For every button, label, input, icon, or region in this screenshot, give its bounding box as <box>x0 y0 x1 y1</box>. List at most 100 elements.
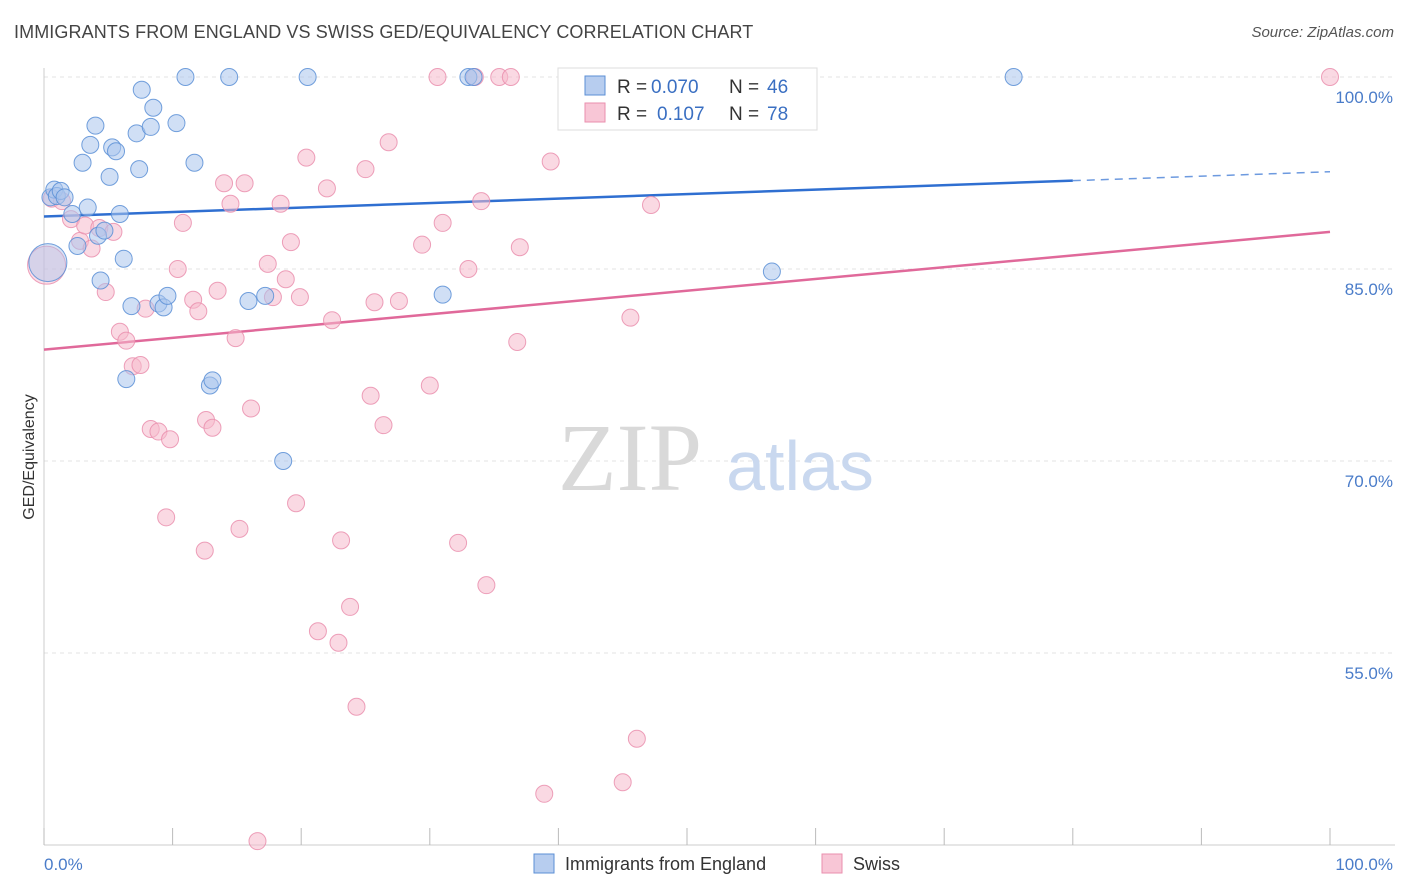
point-swiss <box>501 68 520 86</box>
point-england <box>220 68 239 86</box>
point-swiss <box>379 133 398 152</box>
point-swiss <box>433 213 452 232</box>
point-england <box>73 153 92 172</box>
source-label: Source: ZipAtlas.com <box>1251 24 1394 41</box>
point-england <box>63 204 82 223</box>
point-swiss <box>287 494 306 513</box>
legend-swatch-blue <box>584 75 606 96</box>
point-england <box>117 370 136 389</box>
point-england <box>91 271 110 290</box>
point-swiss <box>1321 68 1339 86</box>
point-england <box>144 98 163 117</box>
trend-line-england-extension <box>1072 170 1331 182</box>
point-swiss <box>203 418 222 437</box>
point-england <box>176 68 195 86</box>
point-swiss <box>215 174 234 193</box>
point-swiss <box>195 541 214 560</box>
point-swiss <box>290 288 309 307</box>
point-swiss <box>226 329 245 348</box>
point-swiss <box>242 399 261 418</box>
y-tick-label: 100.0% <box>1335 88 1393 107</box>
correlation-legend: R = 0.070 N = 46 R = 0.107 N = 78 <box>557 67 818 131</box>
watermark-atlas: atlas <box>726 427 874 505</box>
point-england <box>95 221 114 240</box>
x-tick-label-max: 100.0% <box>1335 855 1393 874</box>
point-swiss <box>356 160 375 179</box>
point-england <box>203 371 222 390</box>
trend-line-swiss <box>43 230 1331 351</box>
point-england <box>433 285 452 304</box>
bottom-legend-swatch-pink <box>821 853 843 874</box>
point-swiss <box>627 729 646 748</box>
point-england <box>464 68 483 86</box>
x-tick-label-min: 0.0% <box>44 855 83 874</box>
point-swiss <box>341 597 360 616</box>
point-england <box>158 286 177 305</box>
point-swiss <box>374 416 393 435</box>
point-england <box>256 286 275 305</box>
point-england <box>114 249 133 268</box>
point-england <box>141 117 160 136</box>
point-swiss <box>27 245 67 285</box>
data-points <box>27 68 1339 851</box>
point-england <box>122 297 141 316</box>
point-england <box>239 292 258 310</box>
legend-r-label-1: R = <box>617 77 647 98</box>
trend-line-england <box>43 179 1073 218</box>
point-swiss <box>389 292 408 310</box>
grid-lines <box>44 76 1395 654</box>
point-swiss <box>413 235 432 254</box>
point-swiss <box>329 633 348 652</box>
point-swiss <box>621 308 640 327</box>
y-axis-label: GED/Equivalency <box>21 394 38 519</box>
point-england <box>100 167 119 186</box>
point-swiss <box>317 179 336 198</box>
point-swiss <box>168 260 187 278</box>
y-tick-label: 55.0% <box>1345 664 1393 683</box>
point-swiss <box>189 302 208 321</box>
point-swiss <box>541 152 560 171</box>
point-swiss <box>449 533 468 552</box>
legend-r-value-1: 0.070 <box>651 77 699 98</box>
legend-n-label-1: N = <box>729 77 759 98</box>
point-swiss <box>173 213 192 232</box>
y-tick-label: 85.0% <box>1345 280 1393 299</box>
point-england <box>110 204 129 223</box>
point-swiss <box>281 233 300 252</box>
bottom-legend-label-1: Immigrants from England <box>565 854 766 874</box>
point-swiss <box>361 386 380 405</box>
point-swiss <box>459 260 478 278</box>
y-tick-labels: 55.0% 70.0% 85.0% 100.0% <box>1335 88 1393 683</box>
chart-title: IMMIGRANTS FROM ENGLAND VS SWISS GED/EQU… <box>14 22 754 42</box>
point-swiss <box>428 68 447 86</box>
point-swiss <box>641 196 660 214</box>
point-england <box>107 142 126 161</box>
legend-n-label-2: N = <box>729 104 759 125</box>
point-england <box>167 114 186 133</box>
point-swiss <box>420 376 439 395</box>
point-england <box>1004 68 1023 86</box>
y-tick-label: 70.0% <box>1345 472 1393 491</box>
point-swiss <box>535 784 554 803</box>
point-swiss <box>276 270 295 289</box>
legend-r-label-2: R = <box>617 104 647 125</box>
point-swiss <box>323 311 342 330</box>
point-swiss <box>508 332 527 351</box>
legend-n-value-1: 46 <box>767 77 788 98</box>
point-swiss <box>221 194 240 213</box>
point-england <box>298 68 317 86</box>
point-swiss <box>332 531 351 550</box>
point-swiss <box>472 192 491 211</box>
legend-r-value-2: 0.107 <box>657 104 705 125</box>
point-england <box>81 135 100 154</box>
point-england <box>55 188 74 207</box>
point-swiss <box>131 356 150 374</box>
point-england <box>28 243 68 283</box>
point-swiss <box>230 519 249 538</box>
trend-lines <box>43 170 1331 351</box>
bottom-legend-swatch-blue <box>533 853 555 874</box>
point-swiss <box>235 174 254 193</box>
bottom-legend-label-2: Swiss <box>853 854 900 874</box>
legend-swatch-pink <box>584 102 606 123</box>
